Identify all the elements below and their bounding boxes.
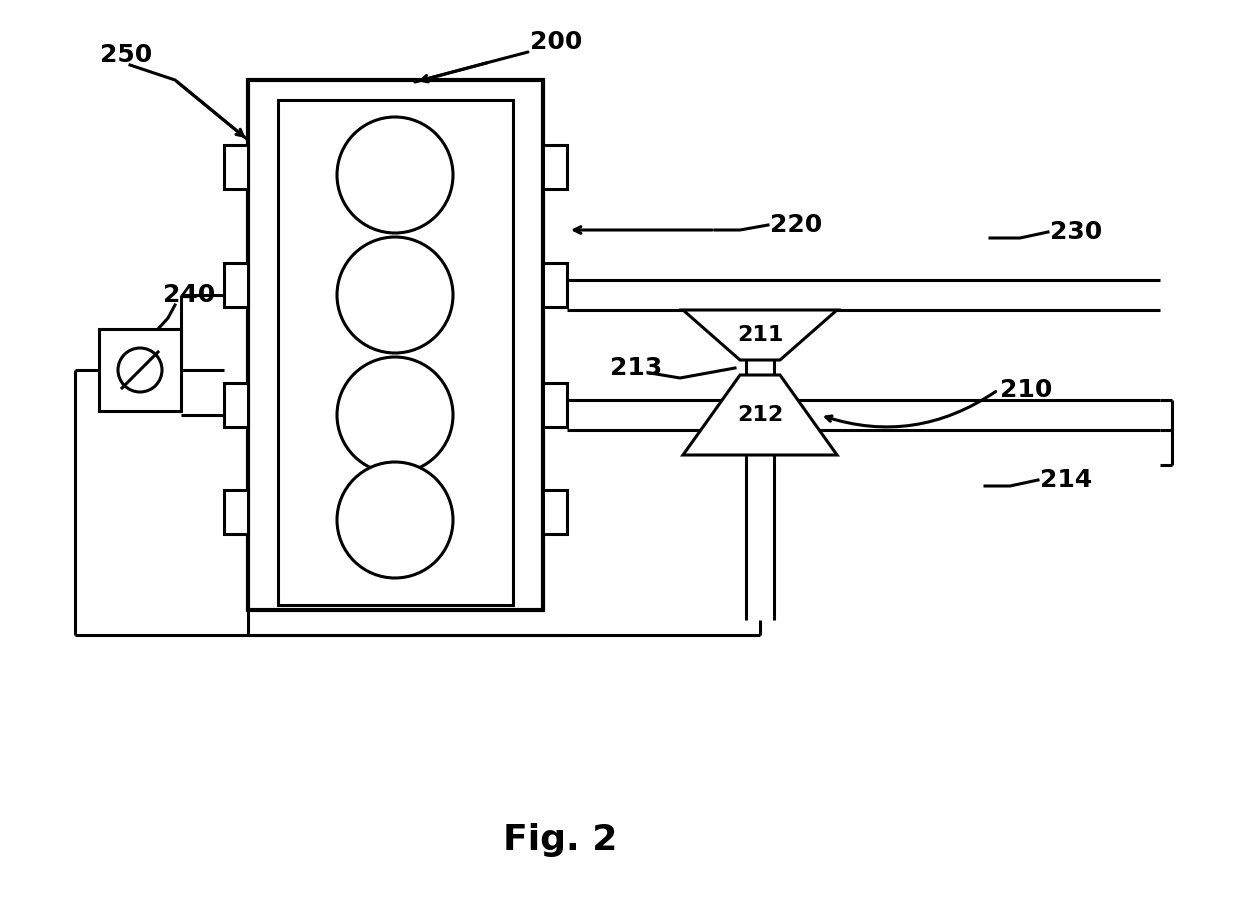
Text: 250: 250 bbox=[100, 43, 153, 67]
Bar bbox=[224, 263, 248, 307]
Bar bbox=[248, 80, 543, 610]
Text: 220: 220 bbox=[770, 213, 822, 237]
Polygon shape bbox=[683, 310, 837, 360]
Text: 200: 200 bbox=[529, 30, 583, 54]
Text: 214: 214 bbox=[1040, 468, 1092, 492]
Bar bbox=[224, 145, 248, 189]
Circle shape bbox=[118, 348, 162, 392]
Circle shape bbox=[337, 117, 453, 233]
Text: Fig. 2: Fig. 2 bbox=[502, 823, 618, 857]
Bar bbox=[278, 100, 513, 605]
Bar bbox=[224, 490, 248, 534]
Text: 230: 230 bbox=[1050, 220, 1102, 244]
Bar bbox=[543, 490, 567, 534]
Text: 212: 212 bbox=[737, 405, 784, 425]
Circle shape bbox=[337, 357, 453, 473]
Text: 211: 211 bbox=[737, 325, 784, 345]
Bar bbox=[543, 145, 567, 189]
Bar bbox=[99, 329, 181, 411]
Text: 213: 213 bbox=[610, 356, 662, 380]
Circle shape bbox=[337, 237, 453, 353]
Circle shape bbox=[337, 462, 453, 578]
Text: 210: 210 bbox=[999, 378, 1053, 402]
Text: 240: 240 bbox=[162, 283, 216, 307]
Bar bbox=[224, 383, 248, 427]
Bar bbox=[543, 263, 567, 307]
Bar bbox=[543, 383, 567, 427]
Polygon shape bbox=[683, 375, 837, 455]
